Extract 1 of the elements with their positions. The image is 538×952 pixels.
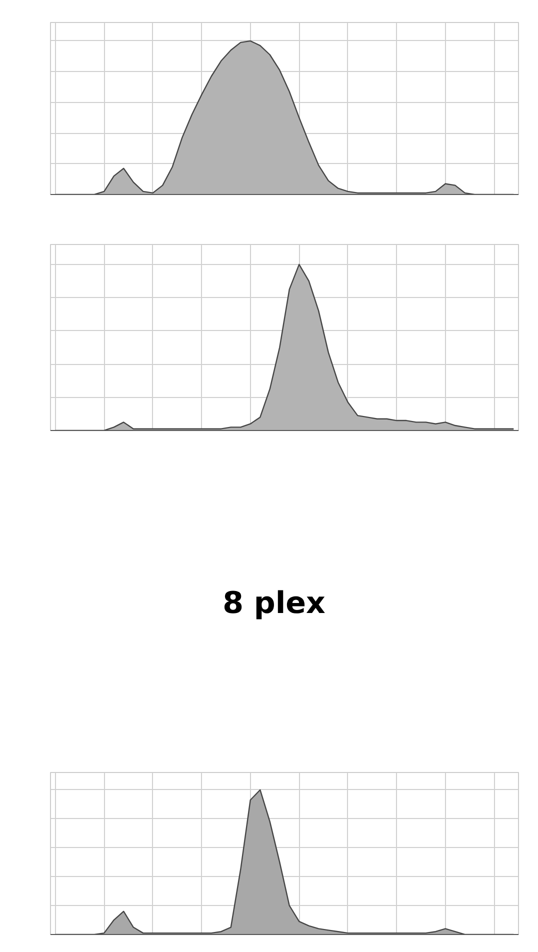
text: 8 plex [222,584,326,623]
